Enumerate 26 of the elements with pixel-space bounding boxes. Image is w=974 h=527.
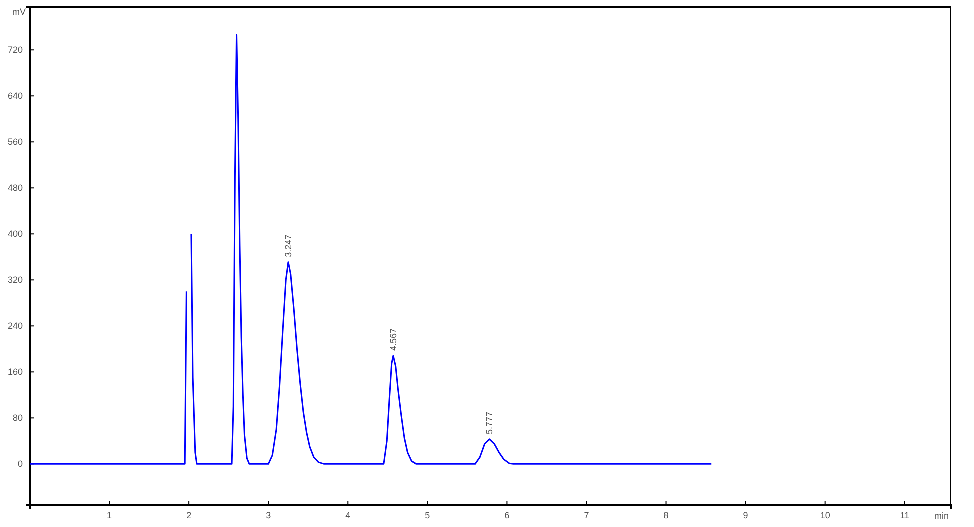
annotation: 5.777 <box>484 412 495 434</box>
x-tick-label: 4 <box>346 510 351 520</box>
x-tick-label: 9 <box>743 510 748 520</box>
y-tick-label: 560 <box>8 137 23 148</box>
y-tick-label: 80 <box>12 413 23 424</box>
x-tick-label: 10 <box>820 510 830 520</box>
y-axis-title: mV <box>12 7 26 17</box>
y-tick-label: 0 <box>18 459 23 470</box>
x-tick-label: 5 <box>425 510 430 520</box>
x-tick-label: 8 <box>664 510 669 520</box>
x-tick-label: 7 <box>584 510 590 520</box>
y-tick-label: 720 <box>8 45 23 56</box>
x-tick-label: 1 <box>107 510 112 520</box>
x-tick-label: 6 <box>504 510 510 520</box>
y-tick-label: 320 <box>8 275 23 286</box>
y-tick-label: 480 <box>8 183 23 194</box>
x-tick-label: 2 <box>186 510 192 520</box>
x-tick-label: 3 <box>266 510 272 520</box>
annotation: 3.247 <box>283 234 294 258</box>
y-tick-label: 160 <box>8 367 23 378</box>
y-tick-label: 640 <box>8 91 23 102</box>
annotation: 4.567 <box>388 328 398 352</box>
x-tick-label: 11 <box>900 510 910 520</box>
y-tick-label: 400 <box>8 229 23 240</box>
x-axis-title: min <box>934 511 949 521</box>
y-tick-label: 240 <box>8 321 23 332</box>
